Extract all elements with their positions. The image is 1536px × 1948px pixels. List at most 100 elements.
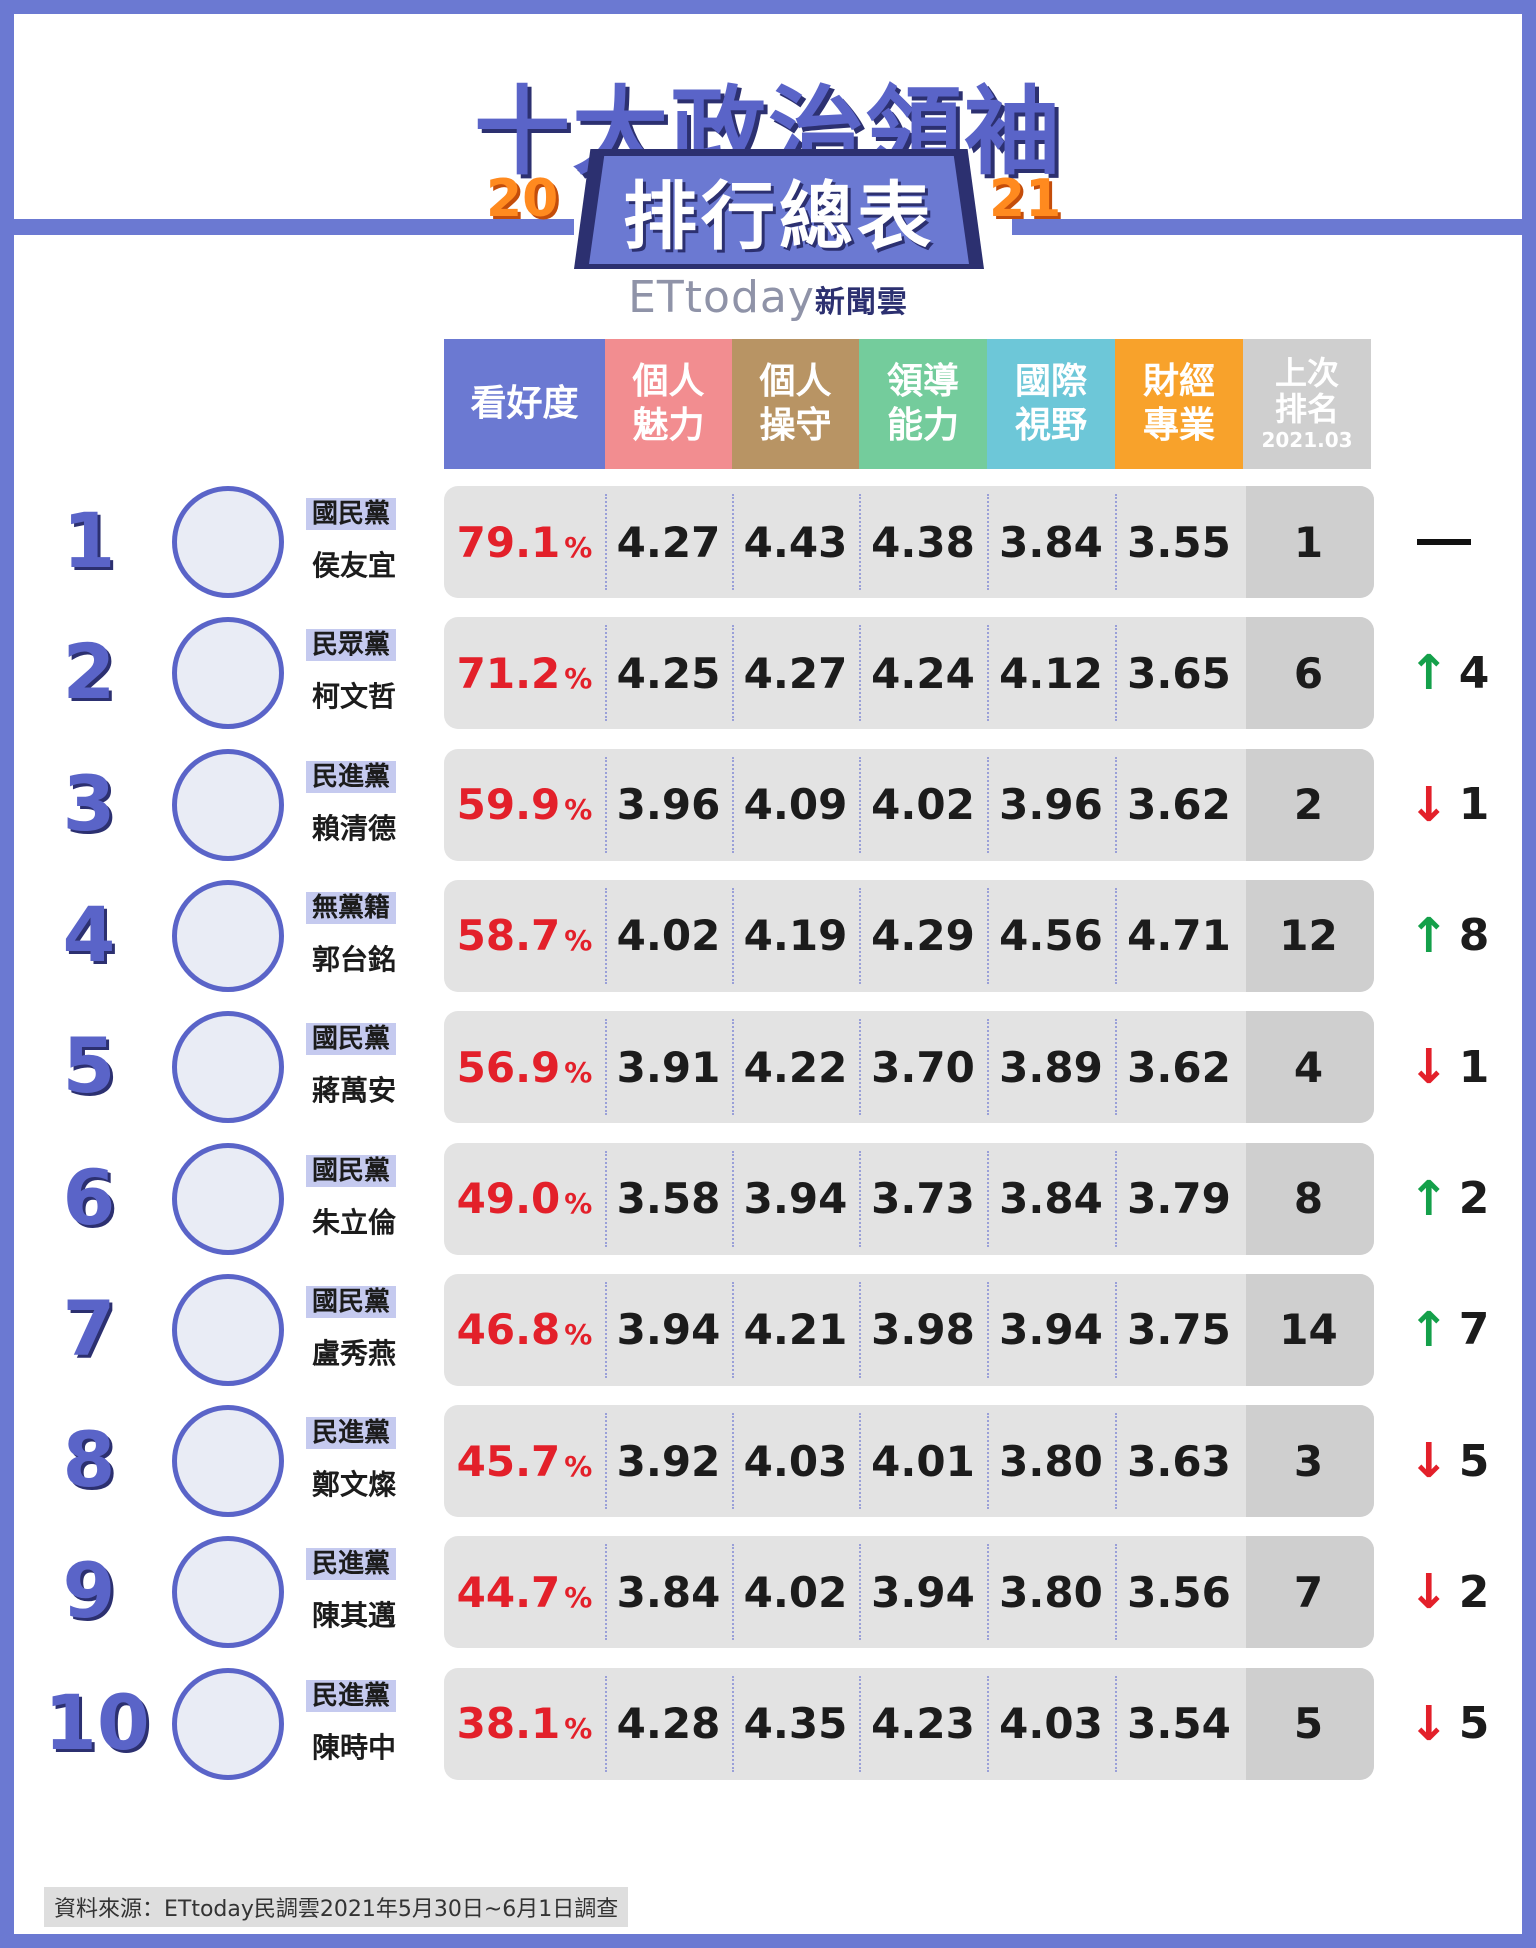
subtitle: 排行總表: [589, 156, 969, 264]
leadership-score: 4.29: [871, 911, 975, 961]
charm-score: 3.84: [616, 1567, 721, 1617]
party-label: 國民黨: [306, 1154, 397, 1187]
infographic-page: 十大政治領袖 排行總表 20 21 ETtoday新聞雲 看好度 個人魅力 個人…: [14, 14, 1522, 1934]
arrow-down-icon: ↓: [1408, 776, 1449, 833]
approval-cell: 71.2%: [444, 617, 605, 729]
column-divider: [732, 756, 734, 853]
previous-rank-value: 14: [1279, 1305, 1338, 1355]
rank-change-value: 5: [1458, 1435, 1490, 1487]
table-row: 3 民進黨 賴清德 59.9% 3.96 4.09 4.02 3.96 3.62 2 ↓ 1: [14, 748, 1522, 861]
integrity-score: 4.43: [743, 517, 848, 567]
column-divider: [987, 1544, 989, 1641]
column-divider: [605, 1675, 607, 1772]
previous-rank-value: 8: [1293, 1174, 1324, 1223]
column-divider: [987, 1019, 989, 1116]
arrow-down-icon: ↓: [1408, 1564, 1449, 1621]
previous-rank-cell: [1246, 486, 1374, 598]
score-row: 58.7% 4.02 4.19 4.29 4.56 4.71 12: [444, 879, 1374, 992]
previous-rank-cell: [1246, 748, 1374, 861]
politician-name: 柯文哲: [312, 680, 397, 714]
column-divider: [987, 887, 989, 984]
previous-rank-cell: [1246, 879, 1374, 992]
avatar: [172, 748, 284, 861]
score-row: 44.7% 3.84 4.02 3.94 3.80 3.56 7: [444, 1536, 1374, 1649]
party-label: 國民黨: [306, 1285, 397, 1318]
column-divider: [1115, 1150, 1117, 1247]
column-divider: [605, 887, 607, 984]
approval-cell: 56.9%: [444, 1011, 605, 1123]
finance-score: 3.62: [1127, 780, 1231, 830]
approval-unit: %: [564, 1449, 593, 1483]
rank-change: ↑ 2: [1399, 1143, 1499, 1255]
integrity-score: 4.35: [743, 1699, 848, 1749]
arrow-up-icon: ↑: [1408, 907, 1449, 964]
arrow-down-icon: ↓: [1408, 1039, 1449, 1096]
table-row: 1 國民黨 侯友宜 79.1% 4.27 4.43 4.38 3.84 3.55 1: [14, 486, 1522, 598]
avatar: [172, 1405, 284, 1518]
score-row: 46.8% 3.94 4.21 3.98 3.94 3.75 14: [444, 1273, 1374, 1386]
table-row: 8 民進黨 鄭文燦 45.7% 3.92 4.03 4.01 3.80 3.63 3 ↓ 5: [14, 1405, 1522, 1518]
column-divider: [605, 625, 607, 722]
approval-unit: %: [564, 661, 593, 695]
approval-value: 56.9: [456, 1042, 561, 1092]
column-divider: [859, 1150, 861, 1247]
year-left: 20: [486, 169, 559, 229]
avatar: [172, 1536, 284, 1649]
header-international: 國際視野: [987, 339, 1115, 469]
approval-value: 79.1: [456, 517, 561, 567]
header-band: [1012, 219, 1522, 235]
column-divider: [1115, 1019, 1117, 1116]
finance-score: 3.63: [1127, 1436, 1231, 1486]
previous-rank-value: 12: [1279, 911, 1338, 961]
column-divider: [732, 1281, 734, 1378]
approval-value: 44.7: [456, 1567, 561, 1617]
international-score: 3.96: [999, 780, 1103, 830]
column-divider: [732, 494, 734, 590]
approval-cell: 79.1%: [444, 486, 605, 598]
table-row: 4 無黨籍 郭台銘 58.7% 4.02 4.19 4.29 4.56 4.71 12 ↑ 8: [14, 879, 1522, 992]
header-integrity: 個人操守: [732, 339, 859, 469]
score-row: 56.9% 3.91 4.22 3.70 3.89 3.62 4: [444, 1011, 1374, 1124]
rank-number: 8: [62, 1415, 116, 1505]
finance-score: 3.54: [1127, 1699, 1231, 1749]
rank-number: 3: [62, 758, 116, 848]
rank-change: ↑ 7: [1399, 1274, 1499, 1386]
column-divider: [1115, 887, 1117, 984]
table-row: 5 國民黨 蔣萬安 56.9% 3.91 4.22 3.70 3.89 3.62 4 ↓ 1: [14, 1011, 1522, 1124]
score-row: 38.1% 4.28 4.35 4.23 4.03 3.54 5: [444, 1667, 1374, 1780]
approval-unit: %: [564, 793, 593, 827]
previous-rank-cell: [1246, 1011, 1374, 1124]
column-divider: [1115, 1675, 1117, 1772]
arrow-down-icon: ↓: [1408, 1695, 1449, 1752]
approval-unit: %: [564, 1187, 593, 1220]
finance-score: 3.62: [1127, 1042, 1231, 1092]
rank-number: 7: [62, 1283, 116, 1373]
score-row: 45.7% 3.92 4.03 4.01 3.80 3.63 3: [444, 1405, 1374, 1518]
approval-unit: %: [564, 1318, 593, 1352]
column-divider: [859, 756, 861, 853]
previous-rank-cell: [1246, 617, 1374, 730]
rank-change-value: 8: [1458, 910, 1490, 962]
leadership-score: 4.38: [871, 517, 975, 567]
charm-score: 4.27: [616, 517, 721, 567]
charm-score: 4.25: [616, 648, 721, 698]
score-row: 59.9% 3.96 4.09 4.02 3.96 3.62 2: [444, 748, 1374, 861]
international-score: 3.80: [999, 1567, 1103, 1617]
rank-number: 10: [44, 1677, 150, 1767]
international-score: 4.12: [999, 648, 1103, 698]
rank-number: 4: [62, 889, 116, 979]
finance-score: 3.65: [1127, 648, 1231, 698]
party-label: 國民黨: [306, 1023, 397, 1056]
politician-name: 賴清德: [312, 811, 397, 845]
rank-change-value: 4: [1458, 647, 1490, 699]
charm-score: 4.28: [616, 1699, 721, 1749]
avatar: [172, 1667, 284, 1780]
approval-value: 46.8: [456, 1305, 561, 1355]
charm-score: 3.91: [616, 1042, 721, 1092]
approval-cell: 45.7%: [444, 1405, 605, 1517]
previous-rank-value: 3: [1293, 1436, 1324, 1486]
international-score: 4.03: [999, 1699, 1103, 1749]
column-divider: [605, 494, 607, 590]
avatar: [172, 1273, 284, 1386]
previous-rank-value: 2: [1293, 780, 1324, 830]
